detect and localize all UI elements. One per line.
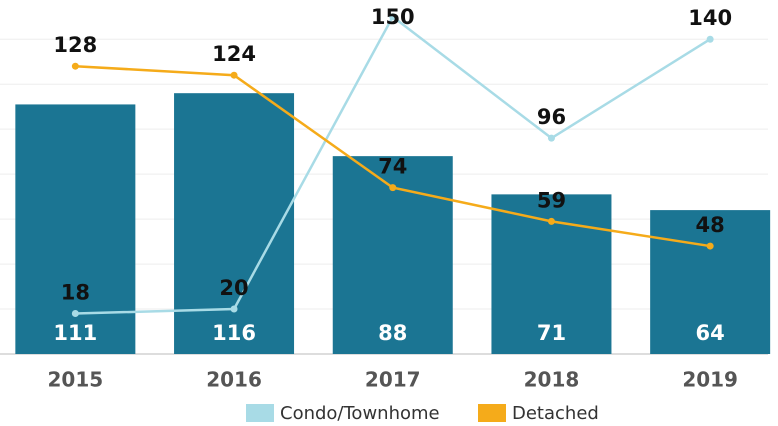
point-label: 20 [219,276,248,300]
point-label: 59 [537,188,566,212]
point [230,71,238,79]
point [389,184,397,192]
x-tick-label: 2019 [682,368,738,392]
x-tick-label: 2017 [365,368,421,392]
bar [174,93,295,354]
point-label: 18 [61,281,90,305]
point [389,13,397,21]
point [547,217,555,225]
point-label: 128 [53,33,97,57]
point-label: 48 [696,213,725,237]
point-label: 150 [371,5,415,29]
point-label: 124 [212,42,256,66]
legend-label: Detached [512,403,599,424]
bar-label: 116 [212,321,256,345]
bar [650,210,771,354]
legend-swatch [246,404,274,422]
x-tick-label: 2016 [206,368,262,392]
legend-swatch [478,404,506,422]
bar-label: 71 [537,321,566,345]
point [230,305,238,313]
point [547,134,555,142]
bar-label: 64 [696,321,725,345]
point-label: 140 [688,6,732,30]
bar-label: 111 [53,321,97,345]
point-label: 74 [378,155,407,179]
x-tick-label: 2018 [524,368,580,392]
legend-label: Condo/Townhome [280,403,440,424]
bar-label: 88 [378,321,407,345]
point-label: 96 [537,105,566,129]
point [706,242,714,250]
point [71,62,79,70]
point [706,35,714,43]
x-tick-label: 2015 [48,368,104,392]
point [71,310,79,318]
